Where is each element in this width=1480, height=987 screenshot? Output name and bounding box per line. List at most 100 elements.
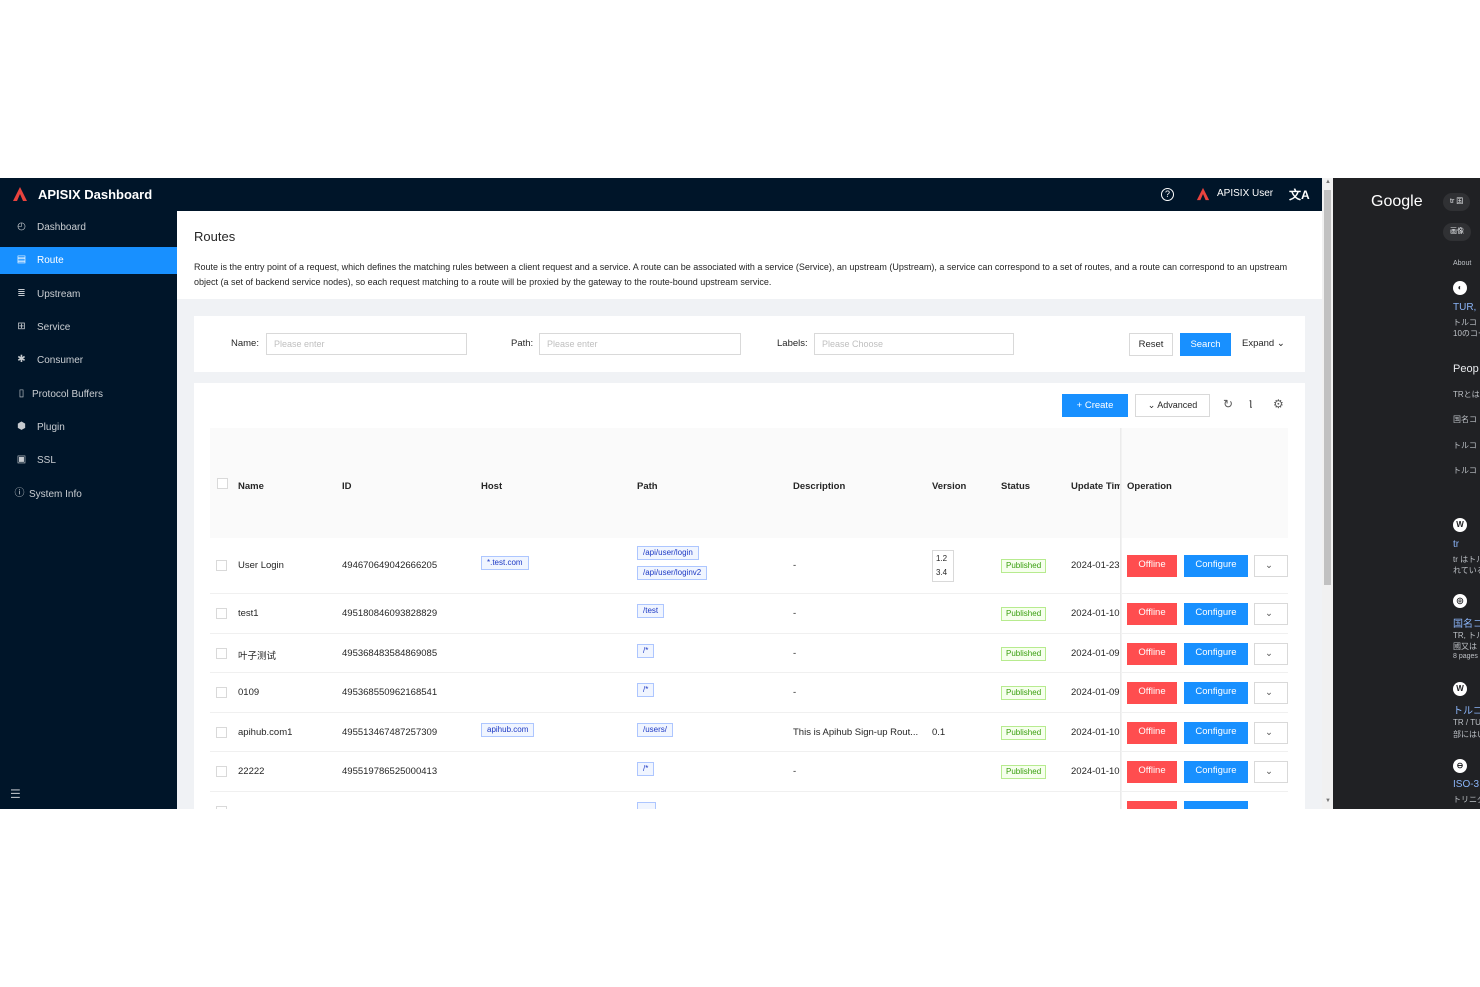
more-button[interactable]: ⌄ Mo [1254, 643, 1288, 665]
question-item[interactable]: トルコ [1453, 441, 1477, 450]
column-height-icon[interactable]: Ⲓ [1249, 397, 1253, 411]
result-link[interactable]: ISO-3 [1453, 779, 1480, 790]
configure-button[interactable]: Configure [1184, 722, 1248, 744]
sidebar-item-protocol-buffers[interactable]: ▯ Protocol Buffers [0, 381, 177, 408]
more-button[interactable]: ⌄ Mo [1254, 682, 1288, 704]
route-icon: ▤ [16, 254, 27, 265]
more-button[interactable]: ⌄ Mo [1254, 555, 1288, 577]
collapse-menu-icon[interactable]: ☰ [10, 787, 21, 801]
search-button[interactable]: Search [1180, 333, 1231, 356]
result-snippet: トルコ [1453, 318, 1477, 327]
images-chip[interactable]: 画像 [1443, 223, 1471, 241]
google-logo[interactable]: Google [1371, 193, 1423, 210]
sidebar-item-dashboard[interactable]: ◴ Dashboard [0, 214, 177, 241]
result-link[interactable]: トルコ [1453, 706, 1480, 717]
sidebar: ◴ Dashboard ▤ Route ≣ Upstream ⊞ Service… [0, 211, 177, 809]
setting-icon[interactable]: ⚙ [1273, 397, 1284, 411]
sidebar-item-service[interactable]: ⊞ Service [0, 314, 177, 341]
help-icon[interactable]: ? [1161, 188, 1174, 201]
fixed-column-shadow [1120, 428, 1122, 809]
table-row: apihub.com1 495513467487257309 apihub.co… [210, 713, 1288, 752]
column-header-name[interactable]: Name [238, 481, 264, 492]
result-snippet: tr はトル [1453, 555, 1480, 564]
apisix-logo-icon [13, 187, 27, 201]
configure-button[interactable] [1184, 801, 1248, 809]
scroll-up-icon[interactable]: ▲ [1325, 179, 1331, 185]
consumer-icon: ✱ [17, 354, 26, 365]
column-header-status: Status [1001, 481, 1031, 492]
vertical-scrollbar[interactable]: ▲ ▼ [1322, 178, 1333, 809]
path-tag: /* [637, 683, 655, 697]
page-title: Routes [194, 229, 236, 244]
column-header-path: Path [637, 481, 658, 492]
about-text: About [1453, 260, 1472, 267]
question-item[interactable]: TRとは [1453, 390, 1480, 399]
route-description: - [793, 560, 797, 571]
question-item[interactable]: トルコ [1453, 466, 1477, 475]
more-button[interactable]: ⌄ Mo [1254, 722, 1288, 744]
configure-button[interactable]: Configure [1184, 761, 1248, 783]
offline-button[interactable]: Offline [1127, 555, 1177, 577]
route-description: This is Apihub Sign-up Rout... [793, 727, 919, 738]
offline-button[interactable] [1127, 801, 1177, 809]
advanced-button[interactable]: ⌄ Advanced [1135, 394, 1210, 417]
configure-button[interactable]: Configure [1184, 603, 1248, 625]
path-tag [637, 802, 656, 809]
page-description: Route is the entry point of a request, w… [194, 262, 1288, 287]
user-name[interactable]: APISIX User [1217, 188, 1274, 199]
offline-button[interactable]: Offline [1127, 603, 1177, 625]
more-button[interactable]: ⌄ Mo [1254, 603, 1288, 625]
upstream-icon: ≣ [17, 288, 26, 299]
sidebar-item-system-info[interactable]: ⓘ System Info [0, 481, 177, 508]
reset-button[interactable]: Reset [1129, 333, 1173, 356]
offline-button[interactable]: Offline [1127, 682, 1177, 704]
update-time: 2024-01-23 [1071, 560, 1120, 571]
sidebar-item-plugin[interactable]: ⬢ Plugin [0, 414, 177, 441]
file-icon: ▯ [18, 388, 25, 399]
name-input[interactable]: Please enter [266, 333, 467, 355]
question-item[interactable]: 国名コ [1453, 415, 1477, 424]
configure-button[interactable]: Configure [1184, 643, 1248, 665]
search-chip[interactable]: tr 国 [1443, 193, 1471, 211]
create-button[interactable]: + Create [1062, 394, 1128, 417]
more-button[interactable]: ⌄ Mo [1254, 761, 1288, 783]
table-row [210, 792, 1288, 809]
offline-button[interactable]: Offline [1127, 722, 1177, 744]
row-checkbox[interactable] [216, 766, 227, 777]
host-tag: apihub.com [481, 723, 535, 737]
brand-title[interactable]: APISIX Dashboard [38, 187, 153, 202]
language-icon[interactable]: 文A [1289, 188, 1310, 202]
user-avatar-icon[interactable] [1196, 187, 1210, 201]
offline-button[interactable]: Offline [1127, 643, 1177, 665]
site-favicon-icon: ◎ [1453, 594, 1467, 608]
row-checkbox[interactable] [216, 806, 227, 809]
select-all-checkbox[interactable] [217, 478, 228, 489]
row-checkbox[interactable] [216, 648, 227, 659]
sidebar-item-ssl[interactable]: ▣ SSL [0, 447, 177, 474]
result-link[interactable]: tr [1453, 539, 1460, 550]
row-checkbox[interactable] [216, 727, 227, 738]
labels-select[interactable]: Please Choose [814, 333, 1014, 355]
sidebar-item-upstream[interactable]: ≣ Upstream [0, 281, 177, 308]
scroll-down-icon[interactable]: ▼ [1325, 798, 1331, 804]
result-link[interactable]: TUR, [1453, 302, 1477, 313]
route-description: - [793, 766, 797, 777]
configure-button[interactable]: Configure [1184, 555, 1248, 577]
result-link[interactable]: 国名コ [1453, 619, 1480, 630]
service-icon: ⊞ [17, 321, 26, 332]
offline-button[interactable]: Offline [1127, 761, 1177, 783]
row-checkbox[interactable] [216, 687, 227, 698]
row-checkbox[interactable] [216, 560, 227, 571]
configure-button[interactable]: Configure [1184, 682, 1248, 704]
reload-icon[interactable]: ↻ [1223, 397, 1234, 411]
table-header: Name ID Host Path Description Version St… [210, 428, 1288, 538]
expand-link[interactable]: Expand ⌄ [1242, 338, 1285, 349]
scrollbar-thumb[interactable] [1324, 190, 1331, 585]
row-checkbox[interactable] [216, 608, 227, 619]
path-input[interactable]: Please enter [539, 333, 741, 355]
sidebar-item-label: Protocol Buffers [32, 389, 103, 400]
sidebar-item-route[interactable]: ▤ Route [0, 247, 177, 274]
sidebar-item-consumer[interactable]: ✱ Consumer [0, 347, 177, 374]
result-snippet: トリニダ [1453, 795, 1480, 804]
path-tag: /test [637, 604, 665, 618]
